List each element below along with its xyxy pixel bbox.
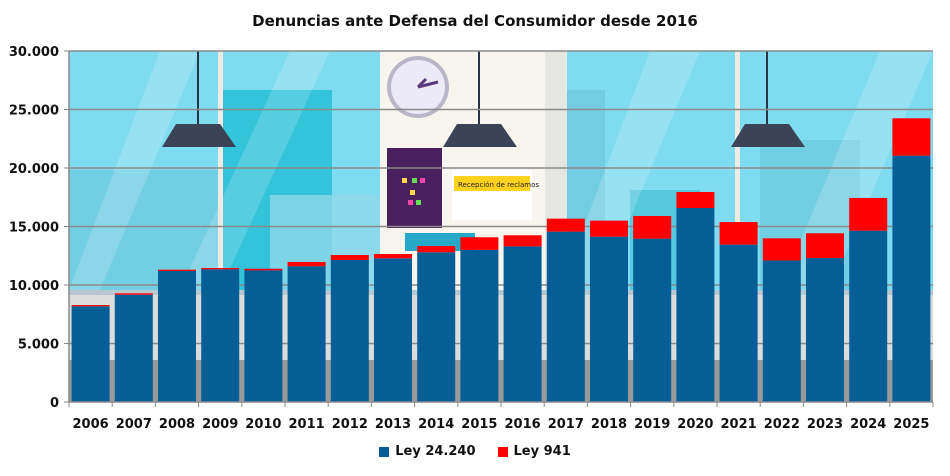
bar-ley-941-2011 — [287, 261, 326, 267]
bar-ley-941-2010 — [244, 268, 283, 271]
y-tick-label: 10.000 — [9, 279, 59, 294]
bar-ley-24240-2011 — [287, 266, 326, 402]
legend-swatch-ley-941 — [497, 446, 508, 457]
legend-label-ley-24240: Ley 24.240 — [395, 444, 476, 459]
bar-ley-941-2019 — [633, 215, 672, 239]
bar-ley-941-2012 — [330, 255, 369, 260]
bar-ley-941-2025 — [892, 118, 931, 156]
bar-ley-24240-2024 — [849, 230, 888, 402]
y-tick-label: 20.000 — [9, 162, 59, 177]
bar-ley-24240-2025 — [892, 155, 931, 402]
bar-ley-941-2009 — [201, 268, 240, 270]
bars-group — [71, 118, 931, 402]
x-tick-label: 2019 — [634, 417, 670, 432]
y-tick-label: 0 — [50, 396, 59, 411]
bar-ley-24240-2012 — [330, 259, 369, 402]
bar-ley-24240-2020 — [676, 208, 715, 402]
x-tick-label: 2024 — [850, 417, 886, 432]
x-tick-label: 2022 — [764, 417, 800, 432]
bar-ley-941-2007 — [114, 293, 153, 295]
bar-ley-24240-2009 — [201, 269, 240, 402]
bar-ley-24240-2007 — [114, 294, 153, 402]
bar-ley-24240-2010 — [244, 270, 283, 402]
x-tick-label: 2008 — [159, 417, 195, 432]
x-tick-labels: 2006 2007 2008 2009 2010 2011 2012 2013 2014 2015… — [73, 417, 930, 432]
bar-ley-941-2020 — [676, 191, 715, 209]
bar-ley-941-2014 — [417, 246, 456, 253]
legend-swatch-ley-24240 — [379, 446, 390, 457]
bar-ley-941-2006 — [71, 305, 110, 307]
legend: Ley 24.240 Ley 941 — [0, 444, 950, 459]
y-tick-label: 5.000 — [18, 338, 59, 353]
bar-ley-941-2018 — [589, 220, 629, 237]
bar-ley-24240-2017 — [546, 231, 585, 402]
x-tick-label: 2007 — [116, 417, 152, 432]
bar-ley-941-2015 — [460, 237, 499, 250]
x-tick-label: 2017 — [548, 417, 584, 432]
gridlines — [64, 50, 933, 403]
legend-item-ley-24240: Ley 24.240 — [379, 444, 476, 459]
bar-ley-24240-2008 — [157, 270, 197, 402]
x-tick-label: 2025 — [893, 417, 929, 432]
bar-ley-24240-2018 — [589, 236, 629, 402]
bar-ley-24240-2023 — [805, 258, 845, 402]
legend-item-ley-941: Ley 941 — [497, 444, 571, 459]
x-tick-label: 2010 — [245, 417, 281, 432]
x-tick-label: 2014 — [418, 417, 454, 432]
x-tick-label: 2023 — [807, 417, 843, 432]
bar-ley-941-2008 — [157, 269, 197, 271]
y-tick-label: 15.000 — [9, 221, 59, 236]
bar-ley-24240-2006 — [71, 306, 110, 402]
x-tick-label: 2009 — [202, 417, 238, 432]
legend-label-ley-941: Ley 941 — [513, 444, 571, 459]
bar-ley-941-2016 — [503, 235, 542, 247]
svg-text:Recepción de reclamos: Recepción de reclamos — [458, 181, 539, 189]
x-tick-label: 2012 — [332, 417, 368, 432]
bar-ley-24240-2016 — [503, 246, 542, 402]
bar-ley-941-2021 — [719, 222, 758, 245]
x-tick-label: 2021 — [721, 417, 757, 432]
x-tick-label: 2016 — [505, 417, 541, 432]
chart-title: Denuncias ante Defensa del Consumidor de… — [252, 12, 698, 30]
bar-ley-941-2023 — [805, 233, 845, 259]
bar-ley-24240-2015 — [460, 249, 499, 402]
bar-ley-24240-2013 — [373, 258, 413, 402]
x-tick-label: 2020 — [677, 417, 713, 432]
axes — [68, 51, 934, 407]
x-tick-label: 2011 — [289, 417, 325, 432]
y-tick-label: 30.000 — [9, 45, 59, 60]
y-tick-label: 25.000 — [9, 104, 59, 119]
bar-ley-24240-2021 — [719, 244, 758, 402]
bar-ley-941-2013 — [373, 253, 413, 259]
bar-ley-941-2017 — [546, 218, 585, 232]
bar-ley-24240-2019 — [633, 238, 672, 402]
bar-ley-941-2024 — [849, 197, 888, 231]
x-tick-label: 2013 — [375, 417, 411, 432]
x-tick-label: 2015 — [461, 417, 497, 432]
bar-ley-24240-2014 — [417, 252, 456, 402]
x-tick-label: 2006 — [73, 417, 109, 432]
y-tick-labels: 0 5.000 10.000 15.000 20.000 25.000 30.000 — [9, 45, 59, 411]
bar-ley-24240-2022 — [762, 260, 801, 402]
x-tick-label: 2018 — [591, 417, 627, 432]
bar-ley-941-2022 — [762, 238, 801, 261]
